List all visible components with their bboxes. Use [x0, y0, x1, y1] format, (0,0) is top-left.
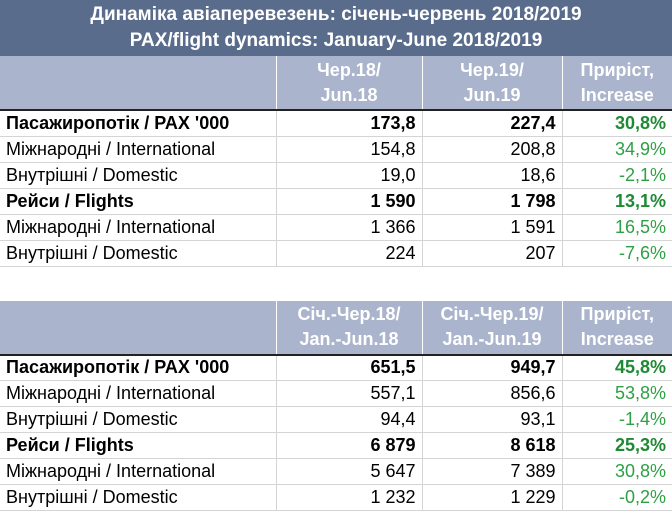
row-value-1: 1 590: [275, 188, 422, 215]
row-value-1: 224: [275, 240, 422, 267]
row-increase: 53,8%: [561, 380, 672, 407]
table-row: Пасажиропотік / PAX '000 651,5 949,7 45,8%: [0, 354, 672, 381]
header-label-cell: [0, 300, 276, 356]
row-label: Міжнародні / International: [0, 136, 276, 163]
row-label: Міжнародні / International: [0, 458, 276, 485]
row-value-2: 8 618: [421, 432, 562, 459]
row-value-2: 208,8: [421, 136, 562, 163]
row-value-2: 949,7: [421, 354, 562, 381]
table-row: Міжнародні / International 154,8 208,8 34,9…: [0, 136, 672, 163]
table-row: Пасажиропотік / PAX '000 173,8 227,4 30,8%: [0, 110, 672, 137]
table-header-row: Чер.18/ Jun.18 Чер.19/ Jun.19 Приріст, I…: [0, 56, 672, 111]
header-col-2: Чер.19/ Jun.19: [421, 56, 562, 111]
header-col-2-line-2: Jun.19: [463, 84, 521, 105]
row-increase: -0,2%: [561, 484, 672, 511]
row-value-2: 207: [421, 240, 562, 267]
header-col-1: Січ.-Чер.18/ Jan.-Jun.18: [275, 300, 422, 356]
row-increase: 25,3%: [561, 432, 672, 459]
row-label: Пасажиропотік / PAX '000: [0, 110, 276, 137]
row-value-2: 18,6: [421, 162, 562, 189]
row-value-1: 154,8: [275, 136, 422, 163]
header-label-cell: [0, 56, 276, 111]
table-body: Пасажиропотік / PAX '000 173,8 227,4 30,8% М…: [0, 110, 672, 267]
row-value-1: 557,1: [275, 380, 422, 407]
header-col-2-line-1: Чер.19/: [460, 59, 524, 80]
header-col-3-line-1: Приріст,: [580, 59, 654, 80]
row-label: Рейси / Flights: [0, 188, 276, 215]
table-spacer: [0, 267, 672, 301]
row-increase: 34,9%: [561, 136, 672, 163]
table-row: Міжнародні / International 557,1 856,6 53,8…: [0, 380, 672, 407]
table-row: Внутрішні / Domestic 1 232 1 229 -0,2%: [0, 484, 672, 511]
row-value-2: 1 798: [421, 188, 562, 215]
header-col-3: Приріст, Increase: [561, 56, 672, 111]
row-value-1: 94,4: [275, 406, 422, 433]
table-row: Міжнародні / International 1 366 1 591 16,5…: [0, 214, 672, 241]
row-value-2: 856,6: [421, 380, 562, 407]
row-label: Внутрішні / Domestic: [0, 406, 276, 433]
table-row: Рейси / Flights 6 879 8 618 25,3%: [0, 432, 672, 459]
row-value-1: 651,5: [275, 354, 422, 381]
row-increase: -1,4%: [561, 406, 672, 433]
header-col-1-line-2: Jun.18: [320, 84, 378, 105]
header-col-2-line-2: Jan.-Jun.19: [442, 329, 542, 349]
row-value-2: 1 591: [421, 214, 562, 241]
row-increase: 30,8%: [561, 110, 672, 137]
row-increase: 16,5%: [561, 214, 672, 241]
header-col-1-line-1: Чер.18/: [317, 59, 381, 80]
row-label: Внутрішні / Domestic: [0, 240, 276, 267]
header-col-1-line-2: Jan.-Jun.18: [299, 329, 399, 349]
row-increase: 45,8%: [561, 354, 672, 381]
table-header-row: Січ.-Чер.18/ Jan.-Jun.18 Січ.-Чер.19/ Ja…: [0, 300, 672, 356]
table-body: Пасажиропотік / PAX '000 651,5 949,7 45,8% М…: [0, 354, 672, 511]
header-col-1: Чер.18/ Jun.18: [275, 56, 422, 111]
row-value-1: 1 232: [275, 484, 422, 511]
table-row: Внутрішні / Domestic 224 207 -7,6%: [0, 240, 672, 267]
table-row: Міжнародні / International 5 647 7 389 30,8…: [0, 458, 672, 485]
header-col-3: Приріст, Increase: [561, 300, 672, 356]
row-value-1: 19,0: [275, 162, 422, 189]
row-value-1: 1 366: [275, 214, 422, 241]
header-col-2: Січ.-Чер.19/ Jan.-Jun.19: [421, 300, 562, 356]
table-monthly: Чер.18/ Jun.18 Чер.19/ Jun.19 Приріст, I…: [0, 56, 672, 267]
page-title: Динаміка авіаперевезень: січень-червень …: [0, 0, 672, 56]
row-value-1: 5 647: [275, 458, 422, 485]
table-row: Внутрішні / Domestic 94,4 93,1 -1,4%: [0, 406, 672, 433]
row-value-1: 6 879: [275, 432, 422, 459]
table-row: Внутрішні / Domestic 19,0 18,6 -2,1%: [0, 162, 672, 189]
row-label: Внутрішні / Domestic: [0, 484, 276, 511]
header-col-3-line-1: Приріст,: [580, 304, 654, 324]
row-value-1: 173,8: [275, 110, 422, 137]
header-col-2-line-1: Січ.-Чер.19/: [440, 304, 544, 324]
row-value-2: 1 229: [421, 484, 562, 511]
header-col-3-line-2: Increase: [580, 329, 654, 349]
row-increase: 13,1%: [561, 188, 672, 215]
row-label: Міжнародні / International: [0, 214, 276, 241]
table-row: Рейси / Flights 1 590 1 798 13,1%: [0, 188, 672, 215]
row-increase: -2,1%: [561, 162, 672, 189]
title-line-2: PAX/flight dynamics: January-June 2018/2…: [129, 30, 543, 51]
header-col-3-line-2: Increase: [580, 84, 654, 105]
row-value-2: 7 389: [421, 458, 562, 485]
row-label: Пасажиропотік / PAX '000: [0, 354, 276, 381]
row-label: Рейси / Flights: [0, 432, 276, 459]
row-value-2: 93,1: [421, 406, 562, 433]
header-col-1-line-1: Січ.-Чер.18/: [297, 304, 401, 324]
title-line-1: Динаміка авіаперевезень: січень-червень …: [90, 4, 582, 25]
row-value-2: 227,4: [421, 110, 562, 137]
table-cumulative: Січ.-Чер.18/ Jan.-Jun.18 Січ.-Чер.19/ Ja…: [0, 300, 672, 511]
row-increase: 30,8%: [561, 458, 672, 485]
row-label: Внутрішні / Domestic: [0, 162, 276, 189]
row-label: Міжнародні / International: [0, 380, 276, 407]
row-increase: -7,6%: [561, 240, 672, 267]
